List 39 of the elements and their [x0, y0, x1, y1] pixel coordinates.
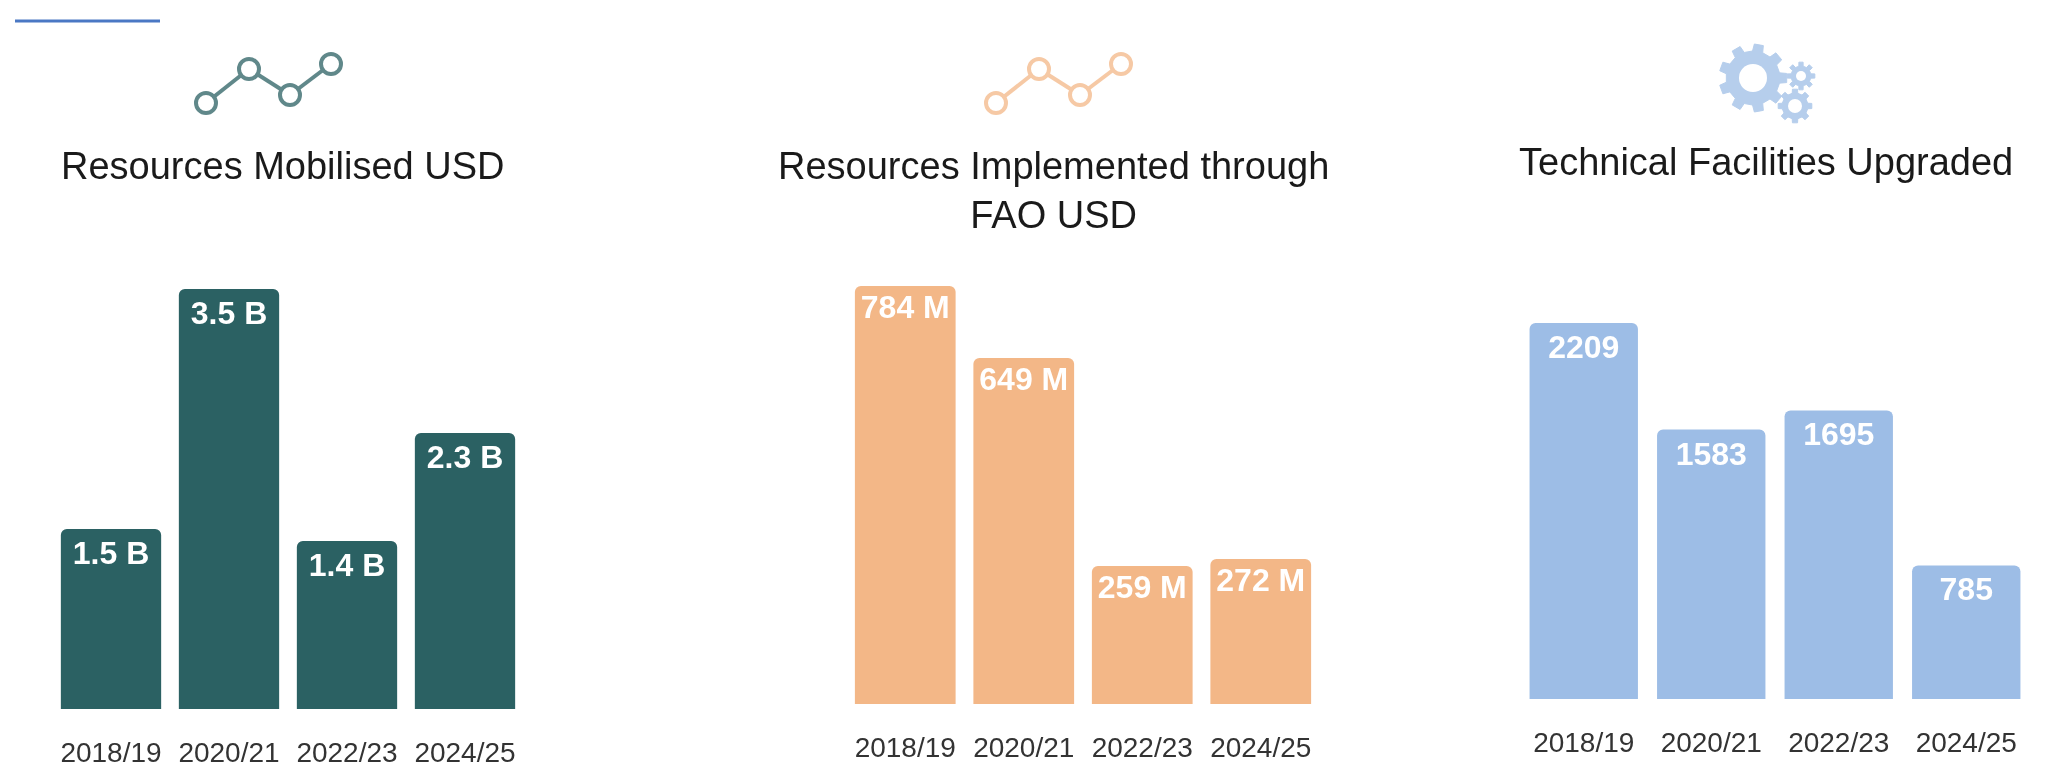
bar — [1529, 323, 1638, 699]
bar — [854, 286, 956, 704]
chart-title: Resources Implemented through FAO USD — [778, 145, 1330, 237]
bar — [1912, 565, 2021, 699]
x-tick-label: 2022/23 — [1788, 727, 1890, 758]
bar — [296, 541, 398, 709]
bar — [1091, 565, 1193, 704]
data-label: 1.4 B — [308, 547, 386, 583]
data-label: 1695 — [1803, 416, 1875, 453]
bar — [973, 357, 1075, 704]
data-label: 785 — [1939, 571, 1993, 608]
bar — [1210, 558, 1312, 704]
x-tick-label: 2020/21 — [178, 737, 280, 768]
x-tick-label: 2018/19 — [854, 732, 956, 763]
data-label: 2.3 B — [426, 439, 504, 475]
data-label: 3.5 B — [190, 295, 268, 331]
x-tick-label: 2020/21 — [973, 732, 1075, 763]
bar — [178, 289, 280, 709]
bar — [60, 529, 162, 709]
bar — [1784, 410, 1893, 699]
x-tick-label: 2024/25 — [1210, 732, 1312, 763]
x-tick-label: 2024/25 — [414, 737, 516, 768]
data-label: 2209 — [1548, 329, 1620, 365]
data-label: 1.5 B — [72, 535, 150, 571]
bar — [414, 433, 516, 709]
x-tick-label: 2022/23 — [296, 737, 398, 768]
x-tick-label: 2018/19 — [60, 737, 162, 768]
x-tick-label: 2024/25 — [1915, 727, 2017, 758]
data-label: 272 M — [1216, 561, 1306, 598]
x-tick-label: 2022/23 — [1091, 732, 1193, 763]
x-tick-label: 2018/19 — [1533, 727, 1635, 758]
data-label: 1583 — [1675, 435, 1747, 472]
x-tick-label: 2020/21 — [1660, 727, 1762, 758]
chart-title: Technical Facilities Upgraded — [1519, 141, 2014, 183]
chart-title: Resources Mobilised USD — [61, 145, 505, 187]
data-label: 649 M — [979, 360, 1069, 397]
data-label: 784 M — [860, 289, 950, 325]
bar — [1657, 429, 1766, 699]
data-label: 259 M — [1097, 568, 1187, 605]
